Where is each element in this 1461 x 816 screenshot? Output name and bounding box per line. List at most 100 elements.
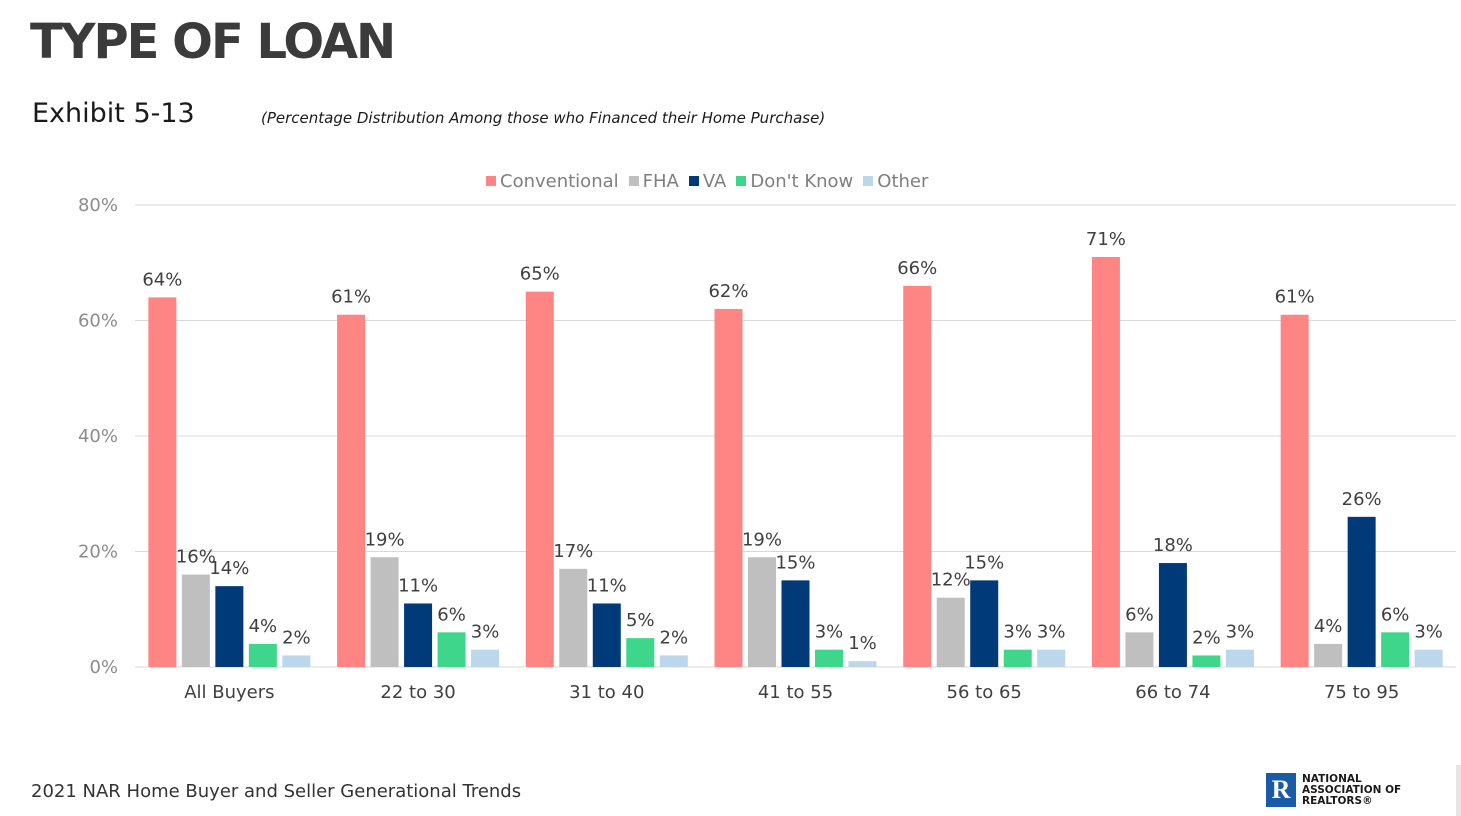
data-label: 3%: [1226, 622, 1255, 643]
legend-item-conventional: Conventional: [486, 171, 619, 192]
y-tick-label: 0%: [89, 657, 118, 678]
legend-swatch-fha: [628, 176, 639, 186]
legend-swatch-dont-know: [736, 176, 747, 186]
bar-va: [215, 586, 244, 667]
y-tick-label: 20%: [78, 542, 118, 563]
realtor-r-icon: R: [1266, 773, 1296, 807]
data-label: 3%: [1003, 622, 1032, 643]
data-label: 14%: [209, 558, 249, 579]
legend-label-fha: FHA: [642, 170, 679, 192]
bar-dont-know: [248, 643, 277, 667]
legend-item-dont-know: Don't Know: [736, 171, 853, 192]
bar-conventional: [525, 291, 554, 667]
legend-label-va: VA: [702, 170, 727, 192]
legend-label-dont-know: Don't Know: [750, 170, 854, 192]
data-label: 3%: [815, 622, 844, 643]
data-label: 64%: [142, 269, 182, 290]
legend-swatch-va: [688, 176, 699, 186]
legend-label-conventional: Conventional: [500, 170, 619, 192]
x-tick-label: 66 to 74: [1135, 682, 1210, 703]
logo-text: NATIONAL ASSOCIATION OF REALTORS®: [1302, 772, 1402, 807]
legend-item-va: VA: [688, 170, 727, 192]
bar-conventional: [1280, 314, 1309, 667]
chart-legend: Conventional FHA VA Don't Know Other: [486, 170, 928, 192]
data-label: 66%: [897, 258, 937, 279]
bar-other: [848, 661, 877, 667]
data-label: 61%: [331, 287, 371, 308]
bar-dont-know: [1381, 632, 1410, 667]
x-tick-label: 31 to 40: [569, 682, 644, 703]
bar-other: [471, 649, 500, 667]
y-tick-label: 40%: [78, 426, 118, 447]
footer-source: 2021 NAR Home Buyer and Seller Generatio…: [31, 781, 522, 802]
data-label: 2%: [1192, 627, 1221, 648]
bar-fha: [1314, 643, 1343, 667]
bar-va: [404, 603, 433, 667]
page-title: TYPE OF LOAN: [30, 14, 396, 70]
legend-swatch-other: [863, 176, 874, 186]
data-label: 65%: [520, 264, 560, 285]
x-tick-label: 75 to 95: [1324, 682, 1399, 703]
bar-fha: [1125, 632, 1154, 667]
data-label: 71%: [1086, 229, 1126, 250]
legend-label-other: Other: [877, 170, 929, 192]
data-label: 1%: [848, 633, 877, 654]
y-tick-label: 80%: [78, 195, 118, 216]
data-label: 26%: [1342, 489, 1382, 510]
bar-fha: [181, 574, 210, 667]
data-label: 11%: [587, 575, 627, 596]
legend-item-other: Other: [863, 171, 928, 192]
x-tick-label: 22 to 30: [380, 682, 455, 703]
x-tick-label: 56 to 65: [947, 682, 1022, 703]
bar-dont-know: [815, 649, 843, 667]
data-label: 3%: [1414, 622, 1443, 643]
bar-dont-know: [437, 632, 466, 667]
data-label: 61%: [1275, 287, 1315, 308]
data-label: 16%: [176, 547, 216, 568]
x-tick-label: 41 to 55: [758, 682, 833, 703]
bar-other: [1037, 649, 1066, 667]
data-label: 6%: [437, 604, 466, 625]
exhibit-number: Exhibit 5-13: [32, 98, 195, 129]
data-label: 6%: [1381, 604, 1410, 625]
data-label: 11%: [398, 575, 438, 596]
bar-va: [1158, 563, 1187, 667]
data-label: 19%: [365, 529, 405, 550]
bar-dont-know: [1003, 649, 1032, 667]
data-label: 2%: [660, 627, 689, 648]
data-label: 3%: [1037, 622, 1066, 643]
bar-va: [970, 580, 999, 667]
data-label: 6%: [1125, 604, 1154, 625]
slide-edge-divider: [1456, 765, 1461, 816]
bar-fha: [370, 557, 399, 667]
bar-conventional: [903, 285, 932, 667]
x-tick-label: All Buyers: [184, 682, 274, 703]
data-label: 3%: [471, 622, 500, 643]
bar-va: [592, 603, 621, 667]
y-tick-label: 60%: [78, 311, 118, 332]
bar-fha: [936, 597, 965, 667]
bar-conventional: [714, 308, 743, 667]
chart-subtitle: (Percentage Distribution Among those who…: [261, 109, 826, 127]
bar-conventional: [337, 314, 366, 667]
bar-other: [282, 655, 311, 667]
bar-va: [781, 580, 810, 667]
data-label: 12%: [931, 570, 971, 591]
bar-fha: [748, 557, 776, 667]
bar-fha: [559, 568, 588, 667]
data-label: 18%: [1153, 535, 1193, 556]
data-label: 4%: [249, 616, 278, 637]
bar-conventional: [1091, 256, 1120, 667]
data-label: 62%: [708, 281, 748, 302]
legend-swatch-conventional: [486, 176, 496, 186]
legend-item-fha: FHA: [628, 170, 679, 192]
data-label: 2%: [282, 627, 311, 648]
bar-dont-know: [1192, 655, 1221, 667]
data-label: 15%: [964, 552, 1004, 573]
data-label: 19%: [742, 529, 782, 550]
bar-other: [659, 655, 688, 667]
bar-dont-know: [626, 638, 655, 667]
bar-conventional: [148, 297, 177, 667]
data-label: 4%: [1314, 616, 1343, 637]
